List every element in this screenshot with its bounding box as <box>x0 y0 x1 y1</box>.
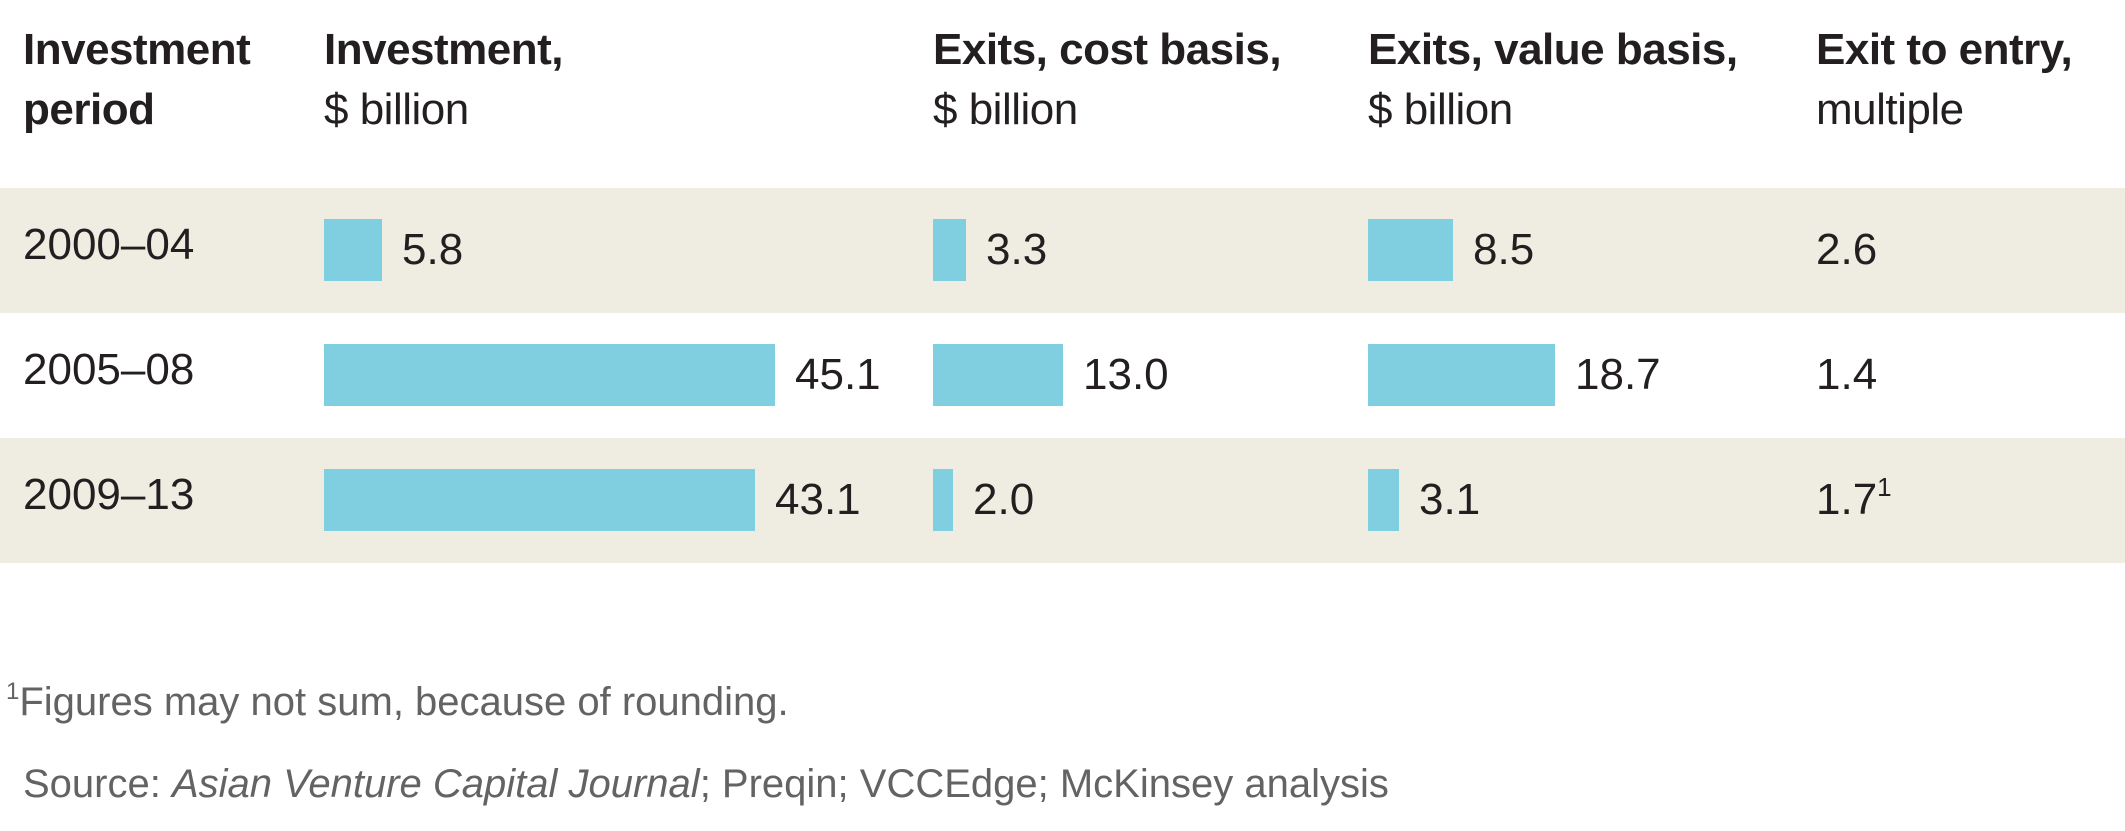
source-rest: ; Preqin; VCCEdge; McKinsey analysis <box>699 762 1389 806</box>
period-label: 2005–08 <box>23 345 195 394</box>
header-period-sub: period <box>23 85 155 134</box>
exits-value-bar <box>1368 219 1453 281</box>
header-exits-value-title: Exits, value basis, <box>1368 25 1738 74</box>
multiple-footnote-mark: 1 <box>1877 472 1892 502</box>
investment-value-label: 5.8 <box>402 225 464 274</box>
header-exits-value: Exits, value basis, $ billion <box>1368 20 1738 140</box>
investment-bar <box>324 344 775 406</box>
header-multiple-unit: multiple <box>1816 85 1964 134</box>
header-multiple-title: Exit to entry, <box>1816 25 2073 74</box>
header-multiple: Exit to entry, multiple <box>1816 20 2073 140</box>
exits-value-bar <box>1368 469 1399 531</box>
footnote-mark: 1 <box>6 678 20 705</box>
exits-cost-value-label: 2.0 <box>973 475 1035 524</box>
period-label: 2000–04 <box>23 220 195 269</box>
multiple-value-text: 2.6 <box>1816 225 1878 274</box>
exits-cost-bar <box>933 469 953 531</box>
footnote-text: Figures may not sum, because of rounding… <box>19 680 789 724</box>
exits-cost-value-label: 3.3 <box>986 225 1048 274</box>
exits-cost-bar <box>933 344 1063 406</box>
multiple-value: 2.6 <box>1816 225 1877 275</box>
investment-bar <box>324 469 755 531</box>
header-exits-cost: Exits, cost basis, $ billion <box>933 20 1282 140</box>
source-prefix: Source: <box>23 762 172 806</box>
multiple-value: 1.4 <box>1816 350 1877 400</box>
multiple-value-text: 1.7 <box>1816 475 1878 524</box>
investment-bar <box>324 219 382 281</box>
exits-value-value-label: 3.1 <box>1419 475 1481 524</box>
investment-value-label: 45.1 <box>795 350 881 399</box>
header-investment-title: Investment, <box>324 25 564 74</box>
header-period: Investment period <box>23 20 251 140</box>
multiple-value-text: 1.4 <box>1816 350 1878 399</box>
header-period-title: Investment <box>23 25 251 74</box>
exits-value-bar <box>1368 344 1555 406</box>
header-investment: Investment, $ billion <box>324 20 564 140</box>
exits-value-value-label: 18.7 <box>1575 350 1661 399</box>
exits-cost-bar <box>933 219 966 281</box>
exits-cost-value-label: 13.0 <box>1083 350 1169 399</box>
period-label: 2009–13 <box>23 470 195 519</box>
header-exits-cost-unit: $ billion <box>933 85 1078 134</box>
multiple-value: 1.71 <box>1816 472 1892 525</box>
source-line: Source: Asian Venture Capital Journal; P… <box>23 762 1389 807</box>
exits-value-value-label: 8.5 <box>1473 225 1535 274</box>
footnote: 1Figures may not sum, because of roundin… <box>6 680 789 725</box>
source-journal: Asian Venture Capital Journal <box>171 762 700 806</box>
table-row <box>0 188 2125 313</box>
table-row <box>0 438 2125 563</box>
header-exits-value-unit: $ billion <box>1368 85 1513 134</box>
header-exits-cost-title: Exits, cost basis, <box>933 25 1282 74</box>
investment-value-label: 43.1 <box>775 475 861 524</box>
header-investment-unit: $ billion <box>324 85 469 134</box>
